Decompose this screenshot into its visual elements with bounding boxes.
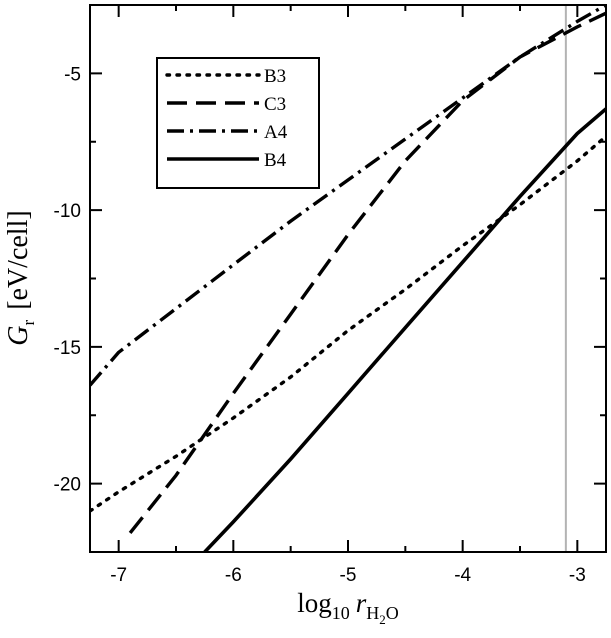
x-axis-title-base: 10 [332,603,350,623]
legend-box [156,57,320,189]
series-line-b3 [90,134,606,513]
series-line-b4 [203,107,606,552]
plot-content [90,5,606,552]
x-tick-label: -4 [454,565,471,586]
y-tick-label: -15 [54,338,81,359]
x-axis-title: log10 rH2O [297,588,399,627]
legend-label-b3: B3 [264,66,286,87]
x-axis-title-sub-2: 2 [379,612,386,627]
legend-label-a4: A4 [264,122,288,143]
legend-label-b4: B4 [264,150,287,171]
y-tick-label: -20 [54,475,81,496]
y-tick-label: -10 [54,201,81,222]
y-tick-label: -5 [64,64,81,85]
x-tick-label: -7 [110,565,127,586]
x-axis-title-sub-o: O [386,603,399,623]
legend: B3 C3 A4 B4 [156,57,320,189]
x-axis-title-var: r [356,588,367,618]
legend-label-c3: C3 [264,94,286,115]
y-axis-title: Gr [eV/cell] [3,210,38,345]
series-line-a4 [90,5,606,387]
x-axis-title-sub-h: H [366,603,379,623]
series-line-c3 [128,11,606,534]
y-axis-title-var: G [3,325,34,345]
y-axis-title-sub: r [19,319,38,325]
x-tick-label: -3 [569,565,586,586]
x-tick-label: -5 [340,565,357,586]
axes-layer: -7 -6 -5 -4 -3 -20 -15 -10 -5 [54,4,607,586]
x-tick-label: -6 [225,565,242,586]
x-axis-title-log: log [297,588,332,618]
y-axis-title-unit: [eV/cell] [3,210,34,310]
